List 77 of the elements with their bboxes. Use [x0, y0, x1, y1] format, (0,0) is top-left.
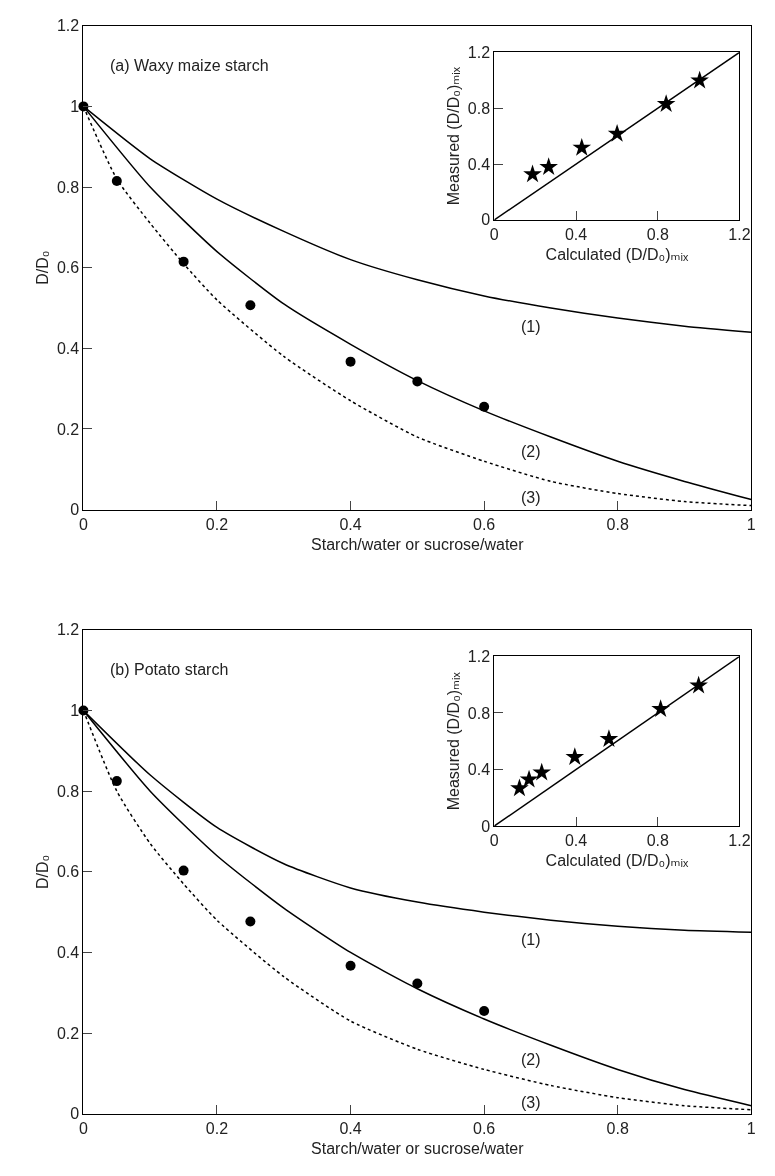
point	[412, 376, 423, 387]
y-axis-title: Measured (D/D₀)ₘᵢₓ	[444, 66, 462, 206]
x-tick-label: 0.4	[564, 226, 588, 244]
y-tick-label: 1.2	[467, 43, 491, 61]
y-tick-label: 0.6	[56, 259, 80, 277]
y-tick-label: 0.6	[56, 863, 80, 881]
x-tick-label: 0.4	[339, 515, 362, 533]
x-tick-label: 0.4	[564, 832, 588, 850]
y-tick-label: 0	[70, 501, 80, 519]
series-label: (3)	[521, 1094, 541, 1111]
point	[523, 164, 542, 183]
point	[178, 865, 189, 876]
y-tick-label: 0.4	[56, 339, 80, 357]
series-label: (1)	[521, 318, 541, 335]
x-tick-label: 1.2	[728, 832, 751, 850]
x-tick-label: 0.8	[606, 515, 629, 533]
point	[510, 778, 529, 797]
y-tick-label: 1.2	[467, 648, 491, 666]
x-tick-label: 0.4	[339, 1119, 362, 1137]
x-tick-label: 0.2	[205, 1119, 229, 1137]
point	[245, 300, 256, 311]
y-tick-label: 0.4	[56, 944, 80, 962]
y-tick-label: 1.2	[56, 17, 80, 35]
point	[651, 699, 670, 717]
y-axis-title: Measured (D/D₀)ₘᵢₓ	[444, 671, 462, 811]
point	[539, 157, 558, 175]
x-axis-title: Starch/water or sucrose/water	[311, 1139, 525, 1157]
y-tick-label: 0.8	[467, 704, 491, 722]
point	[345, 356, 356, 367]
y-axis-title: D/D₀	[33, 250, 51, 285]
point	[519, 769, 539, 788]
point	[532, 762, 552, 781]
point	[656, 94, 676, 112]
point	[690, 70, 709, 89]
y-tick-label: 0	[481, 817, 491, 835]
y-tick-label: 1	[70, 702, 80, 720]
point	[479, 1005, 490, 1016]
y-tick-label: 0	[481, 211, 491, 229]
x-axis-title: Calculated (D/D₀)ₘᵢₓ	[545, 851, 689, 869]
x-tick-label: 0.2	[205, 515, 229, 533]
x-tick-label: 0.8	[646, 226, 669, 244]
point	[412, 978, 423, 989]
y-tick-label: 0.4	[467, 155, 491, 173]
point	[607, 123, 627, 142]
series-label: (2)	[521, 443, 541, 460]
series-label: (1)	[521, 931, 541, 948]
y-tick-label: 0.2	[56, 1024, 80, 1042]
point	[479, 401, 490, 412]
x-tick-label: 1	[746, 1119, 756, 1137]
point	[599, 729, 619, 748]
series-label: (2)	[521, 1051, 541, 1068]
y-axis-title: D/D₀	[33, 854, 51, 889]
x-tick-label: 0.8	[606, 1119, 629, 1137]
text: (a) Waxy maize starch	[110, 57, 269, 74]
point	[689, 675, 708, 694]
point	[111, 776, 122, 787]
y-tick-label: 0	[70, 1105, 80, 1123]
point	[245, 916, 256, 927]
text: (b) Potato starch	[110, 661, 229, 678]
point	[345, 960, 356, 971]
point	[178, 256, 189, 267]
point	[572, 137, 592, 156]
y-tick-label: 0.8	[56, 178, 80, 196]
y-tick-label: 0.8	[56, 782, 80, 800]
y-tick-label: 0.8	[467, 99, 491, 117]
x-tick-label: 1.2	[728, 226, 751, 244]
y-tick-label: 1	[70, 97, 80, 115]
point	[565, 747, 585, 765]
x-axis-title: Calculated (D/D₀)ₘᵢₓ	[545, 245, 689, 263]
point	[111, 175, 122, 186]
x-tick-label: 1	[746, 515, 756, 533]
x-tick-label: 0.8	[646, 832, 669, 850]
y-tick-label: 0.4	[467, 761, 491, 779]
y-tick-label: 1.2	[56, 621, 80, 639]
series-label: (3)	[521, 489, 541, 506]
y-tick-label: 0.2	[56, 420, 80, 438]
x-axis-title: Starch/water or sucrose/water	[311, 535, 525, 553]
